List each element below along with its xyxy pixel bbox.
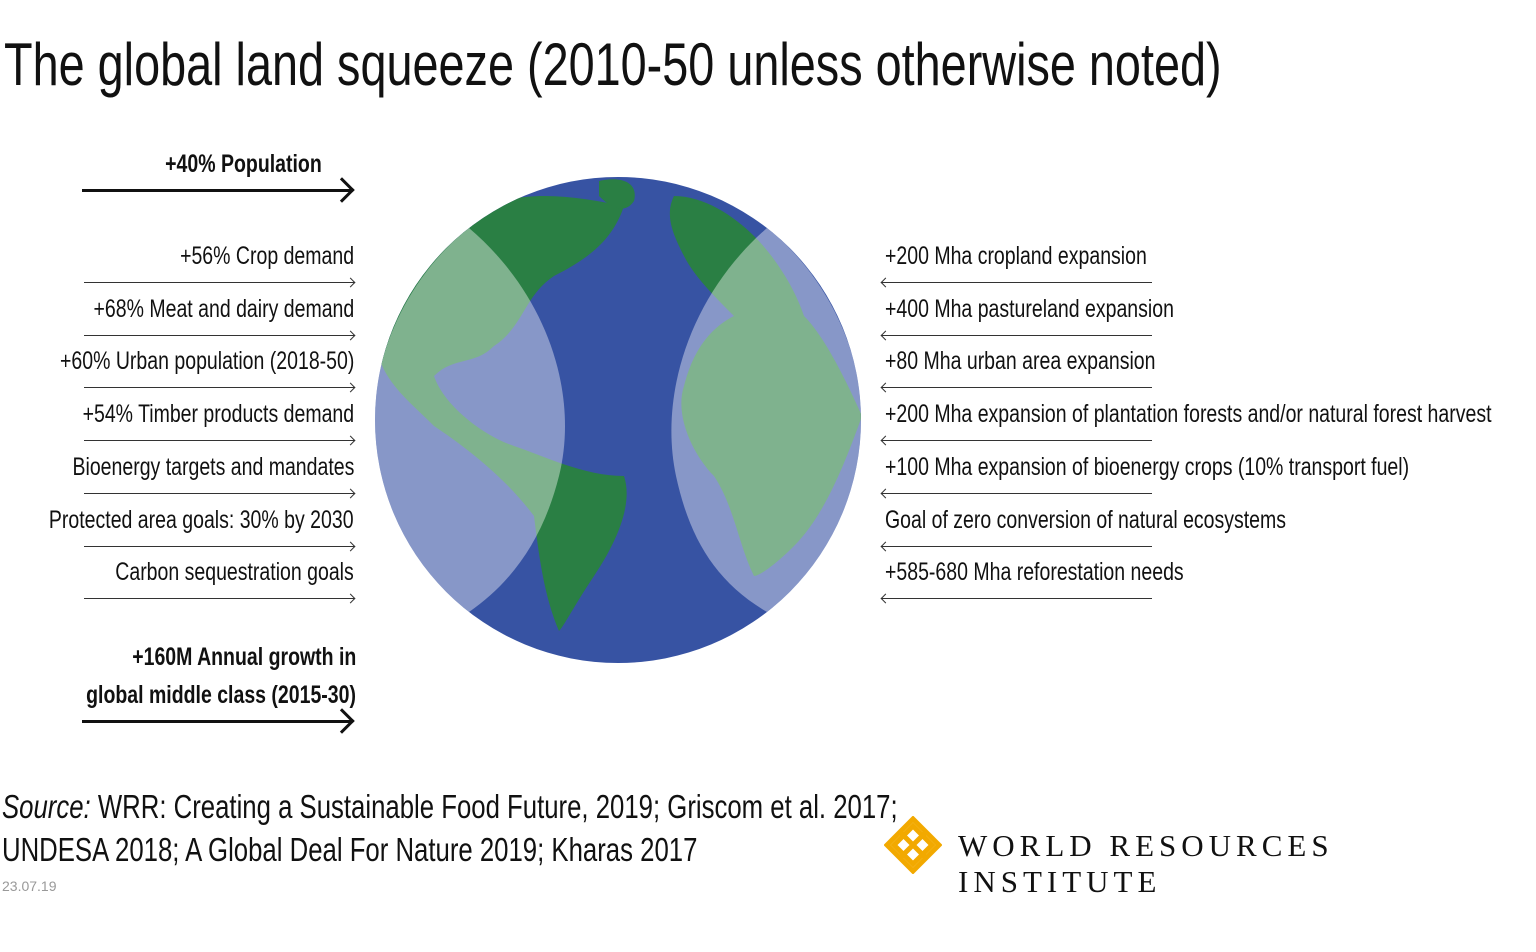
left-arrow xyxy=(882,492,1152,494)
demand-item-label: Bioenergy targets and mandates xyxy=(72,452,354,481)
demand-item-label: +56% Crop demand xyxy=(180,242,354,270)
demand-item-label: +60% Urban population (2018-50) xyxy=(59,347,354,376)
demand-item: Carbon sequestration goals xyxy=(48,558,354,587)
land-need-item: +585-680 Mha reforestation needs xyxy=(885,558,1268,587)
demand-item-label: +68% Meat and dairy demand xyxy=(93,294,354,323)
demand-item: Bioenergy targets and mandates xyxy=(0,453,354,482)
source-line1: WRR: Creating a Sustainable Food Future,… xyxy=(90,788,898,825)
left-arrow xyxy=(882,598,1152,600)
land-need-item-label: +100 Mha expansion of bioenergy crops (1… xyxy=(885,452,1410,481)
page-title: The global land squeeze (2010-50 unless … xyxy=(4,31,1222,98)
population-driver: +40% Population xyxy=(121,150,322,179)
left-arrow xyxy=(882,545,1152,547)
wri-logo-icon xyxy=(884,816,942,874)
wri-logo-text: WORLD RESOURCES INSTITUTE xyxy=(958,828,1334,899)
right-arrow xyxy=(84,598,354,600)
left-arrow xyxy=(882,282,1152,283)
right-arrow xyxy=(84,282,354,283)
highlight-lenses xyxy=(375,228,861,612)
globe-illustration xyxy=(375,177,861,663)
continents xyxy=(375,179,861,631)
demand-item: +68% Meat and dairy demand xyxy=(20,295,354,324)
population-arrow xyxy=(82,189,352,192)
right-arrow xyxy=(84,545,354,547)
demand-item-label: Protected area goals: 30% by 2030 xyxy=(49,505,354,534)
demand-item: +54% Timber products demand xyxy=(6,400,354,429)
middle-class-line2: global middle class (2015-30) xyxy=(86,681,356,709)
left-arrow xyxy=(882,334,1152,336)
land-need-item: +100 Mha expansion of bioenergy crops (1… xyxy=(885,453,1536,482)
right-arrow xyxy=(84,334,354,336)
left-arrow xyxy=(882,440,1152,442)
middle-class-arrow xyxy=(82,720,352,723)
land-need-item: +200 Mha cropland expansion xyxy=(885,242,1221,271)
population-label: +40% Population xyxy=(165,150,322,178)
left-arrow xyxy=(882,387,1152,389)
right-arrow xyxy=(84,387,354,389)
demand-item: Protected area goals: 30% by 2030 xyxy=(0,506,354,535)
source-line2: UNDESA 2018; A Global Deal For Nature 20… xyxy=(2,831,698,868)
source-label: Source: xyxy=(2,788,91,825)
land-need-item: +200 Mha expansion of plantation forests… xyxy=(885,400,1536,429)
land-need-item-label: +400 Mha pastureland expansion xyxy=(885,294,1174,323)
demand-item: +56% Crop demand xyxy=(131,242,354,271)
demand-item-label: Carbon sequestration goals xyxy=(115,558,354,587)
land-need-item: +80 Mha urban area expansion xyxy=(885,347,1232,376)
right-arrow xyxy=(84,440,354,442)
date-stamp: 23.07.19 xyxy=(2,878,57,894)
middle-class-driver: +160M Annual growth in global middle cla… xyxy=(10,640,356,716)
middle-class-line1: +160M Annual growth in xyxy=(131,643,356,671)
land-need-item-label: Goal of zero conversion of natural ecosy… xyxy=(885,505,1287,534)
demand-item-label: +54% Timber products demand xyxy=(82,400,354,429)
land-need-item-label: +200 Mha cropland expansion xyxy=(885,242,1147,270)
land-need-item-label: +585-680 Mha reforestation needs xyxy=(885,558,1184,587)
right-arrow xyxy=(84,492,354,494)
land-need-item: Goal of zero conversion of natural ecosy… xyxy=(885,506,1399,535)
land-need-item-label: +80 Mha urban area expansion xyxy=(885,347,1156,376)
land-need-item-label: +200 Mha expansion of plantation forests… xyxy=(885,400,1492,429)
demand-item: +60% Urban population (2018-50) xyxy=(0,347,354,376)
land-need-item: +400 Mha pastureland expansion xyxy=(885,295,1255,324)
source-note: Source: WRR: Creating a Sustainable Food… xyxy=(2,785,1150,871)
